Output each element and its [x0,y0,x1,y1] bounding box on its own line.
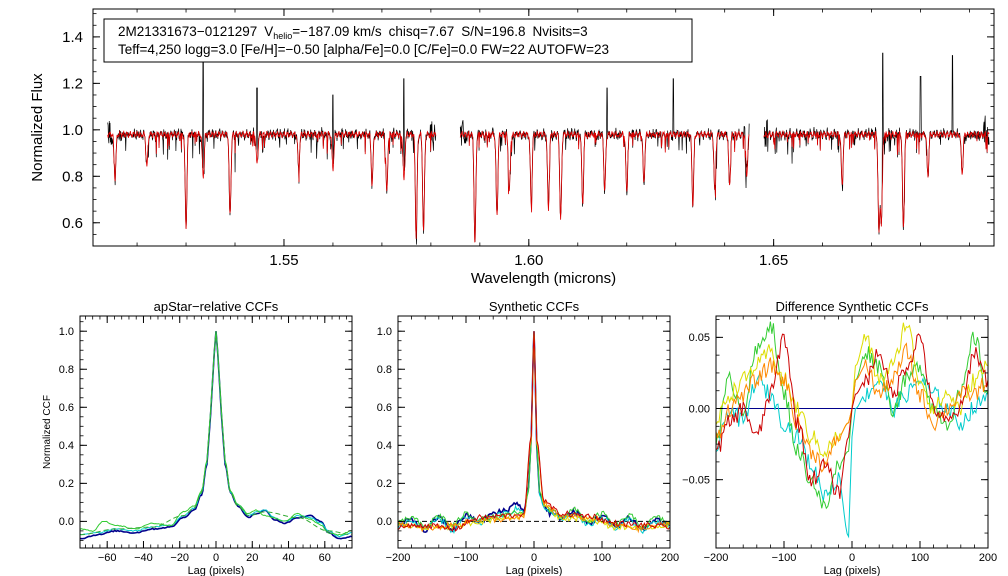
x-axis-label: Lag (pixels) [188,565,245,576]
annotation-vhelio-prefix: V [264,24,273,39]
x-tick-label: 60 [319,552,331,564]
ccf-line-visit-1 [398,331,670,534]
x-axis-label: Lag (pixels) [506,565,563,576]
y-tick-label: −0.05 [682,475,710,487]
y-tick-label: 0.05 [689,332,710,344]
y-tick-label: 0.6 [62,215,83,232]
panel-title: Difference Synthetic CCFs [776,299,929,314]
y-tick-label: 1.4 [62,29,83,46]
y-axis-label: Normalized Flux [29,73,46,182]
y-tick-label: 0.00 [689,403,710,415]
synthetic-ccf-panel: −200 −100 0 100 200 0.0 0.2 0.4 0.6 0.8 1.0 Lag (pi… [377,299,679,576]
y-tick-label: 0.0 [377,516,392,528]
model-spectrum-line [107,129,437,239]
y-tick-label: 0.2 [377,478,392,490]
observed-spectrum-line [763,52,990,235]
ccf-line-visit-2 [716,372,988,539]
observed-spectrum-line [459,78,750,243]
x-tick-label: −40 [134,552,153,564]
model-spectrum-line [763,129,990,233]
plot-frame [79,315,353,549]
y-tick-label: 0.4 [59,440,74,452]
y-tick-label: 1.2 [62,76,83,93]
panel-title: apStar−relative CCFs [154,299,279,314]
ccf-line-visit-2 [398,331,670,535]
y-tick-label: 1.0 [62,122,83,139]
annotation-line1: 2M21331673−0121297 Vhelio=−187.09 km/s chi… [118,24,588,41]
panel-title: Synthetic CCFs [489,299,580,314]
x-tick-label: 1.65 [759,252,788,269]
x-axis-label: Wavelength (microns) [471,270,616,287]
ccf-line-visit-1 [80,331,352,540]
y-tick-label: 0.6 [377,402,392,414]
annotation-vhelio-sub: helio [273,31,292,41]
observed-spectrum-line [107,45,437,245]
ccf-line-visit-4 [398,331,670,532]
y-axis-label: Normalized CCF [42,395,53,469]
annotation-chisq: chisq=7.67 [389,24,455,39]
x-tick-label: 40 [282,552,294,564]
x-tick-label: −100 [454,552,479,564]
annotation-nvisits: Nvisits=3 [532,24,587,39]
y-tick-label: 0.8 [377,364,392,376]
difference-ccf-panel: −200 −100 0 100 200 −0.05 0.00 0.05 Lag (pixels)… [682,299,997,576]
y-tick-label: 1.0 [59,326,74,338]
x-tick-label: 1.55 [269,252,298,269]
annotation-line2: Teff=4,250 logg=3.0 [Fe/H]=−0.50 [alpha/… [118,42,609,57]
y-tick-label: 0.4 [377,440,392,452]
ccf-line-visit-2 [80,331,352,538]
x-tick-label: −20 [170,552,189,564]
y-tick-label: 0.6 [59,402,74,414]
x-tick-label: −60 [98,552,117,564]
annotation-box: 2M21331673−0121297 Vhelio=−187.09 km/s chi… [103,18,693,63]
spectrum-panel: 1.55 1.60 1.65 0.6 0.8 1.0 1.2 1.4 Wavelength (m… [29,8,995,287]
model-spectrum-line [459,130,750,243]
x-tick-label: 200 [979,552,997,564]
x-tick-label: −200 [386,552,411,564]
y-tick-label: 0.2 [59,478,74,490]
y-tick-label: 0.8 [59,364,74,376]
ccf-line-visit-6 [716,333,988,499]
x-tick-label: 100 [911,552,929,564]
y-tick-label: 0.0 [59,516,74,528]
x-axis-label: Lag (pixels) [824,565,881,576]
x-tick-label: 20 [246,552,258,564]
ccf-line-visit-5 [398,331,670,534]
y-tick-label: 0.8 [62,169,83,186]
annotation-sn: S/N=196.8 [461,24,525,39]
annotation-id: 2M21331673−0121297 [118,24,257,39]
ccf-line-visit-6 [398,331,670,532]
x-tick-label: −200 [704,552,729,564]
x-tick-label: 200 [661,552,679,564]
apstar-ccf-panel: −60 −40 −20 0 20 40 60 0.0 0.2 0.4 0.6 0.8 1.0 Lag (p… [42,299,353,576]
ccf-line-combined [80,331,352,536]
x-tick-label: 1.60 [514,252,543,269]
x-tick-label: 0 [531,552,537,564]
y-tick-label: 1.0 [377,326,392,338]
plot-frame [92,8,995,247]
ccf-line-visit-3 [398,331,670,530]
x-tick-label: 100 [593,552,611,564]
x-tick-label: 0 [213,552,219,564]
ccf-line-visit-3 [80,331,352,536]
annotation-frame [103,18,693,63]
annotation-vhelio-value: =−187.09 km/s [292,24,382,39]
x-tick-label: −100 [772,552,797,564]
x-tick-label: 0 [849,552,855,564]
